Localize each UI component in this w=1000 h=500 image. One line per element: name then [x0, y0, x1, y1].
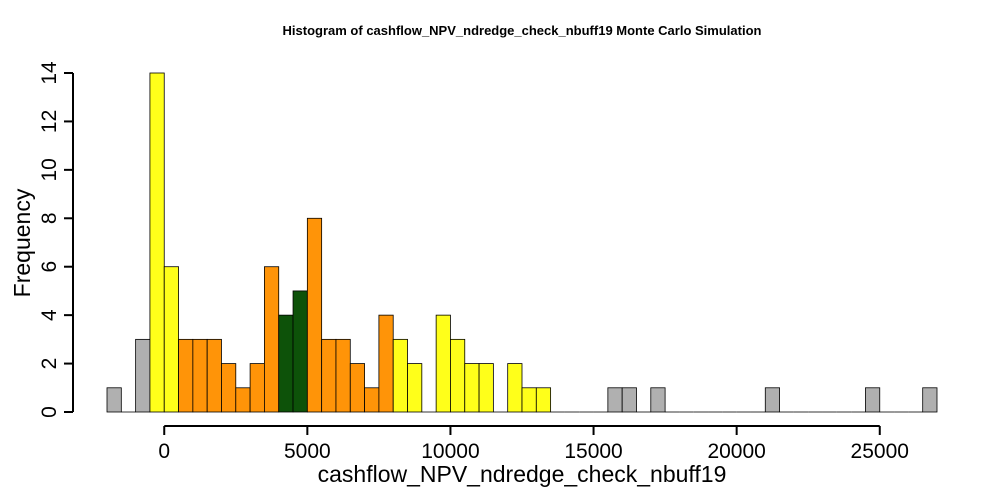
- y-tick-label: 12: [38, 110, 61, 133]
- histogram-bar: [521, 387, 537, 413]
- histogram-bar: [865, 387, 881, 413]
- histogram-bar: [278, 314, 294, 413]
- histogram-bar: [192, 338, 208, 413]
- histogram-bar: [407, 363, 423, 413]
- histogram-bar: [621, 387, 637, 413]
- histogram-bar: [507, 363, 523, 413]
- histogram-bar: [607, 387, 623, 413]
- histogram-bar: [292, 290, 308, 413]
- x-tick-label: 10000: [421, 440, 479, 463]
- histogram-bar: [221, 363, 237, 413]
- histogram-bar: [922, 387, 938, 413]
- histogram-bar: [249, 363, 265, 413]
- x-tick-label: 5000: [284, 440, 331, 463]
- histogram-bar: [264, 266, 280, 413]
- histogram-bar: [306, 217, 323, 413]
- histogram-bar: [335, 338, 351, 413]
- histogram-bar: [163, 266, 179, 413]
- histogram-bar: [650, 387, 666, 413]
- y-tick-label: 8: [38, 212, 61, 224]
- histogram-bar: [764, 387, 780, 413]
- histogram-bar: [235, 387, 251, 413]
- x-tick-label: 15000: [564, 440, 622, 463]
- y-tick-label: 10: [38, 158, 61, 181]
- histogram-bar: [349, 363, 365, 413]
- histogram-bar: [149, 72, 165, 413]
- histogram-bar: [392, 338, 408, 413]
- y-tick-label: 6: [38, 261, 61, 273]
- histogram-bar: [178, 338, 194, 413]
- histogram-bar: [321, 338, 337, 413]
- histogram-bar: [378, 314, 394, 413]
- y-tick-label: 4: [38, 309, 61, 321]
- y-tick-label: 14: [38, 61, 61, 85]
- y-axis-label: Frequency: [9, 188, 35, 297]
- histogram-bar: [535, 387, 552, 413]
- histogram-bar: [364, 387, 380, 413]
- x-tick-label: 25000: [851, 440, 909, 463]
- histogram-bar: [450, 338, 466, 413]
- y-tick-label: 2: [38, 358, 61, 370]
- y-tick-label: 0: [38, 406, 61, 418]
- x-axis-label: cashflow_NPV_ndredge_check_nbuff19: [318, 461, 727, 487]
- histogram-bar: [478, 363, 494, 413]
- chart-title: Histogram of cashflow_NPV_ndredge_check_…: [283, 23, 762, 38]
- histogram-bar: [106, 387, 122, 413]
- histogram-bars: [106, 72, 938, 413]
- histogram-bar: [464, 363, 480, 413]
- x-axis: 0 5000 10000 15000 20000 25000: [158, 425, 909, 463]
- x-tick-label: 0: [158, 440, 170, 463]
- histogram-bar: [135, 338, 151, 413]
- histogram-bar: [206, 338, 222, 413]
- x-tick-label: 20000: [707, 440, 765, 463]
- histogram-bar: [435, 314, 451, 413]
- y-axis: 0 2 4 6 8 10 12 14: [38, 61, 74, 418]
